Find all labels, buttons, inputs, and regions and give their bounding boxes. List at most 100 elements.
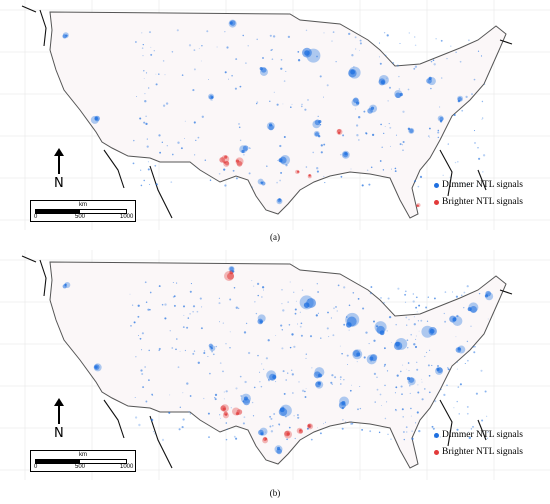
brighter-signal-cluster	[223, 161, 226, 164]
ntl-speck	[369, 292, 372, 295]
brighter-signal-cluster	[337, 131, 341, 135]
ntl-speck	[486, 415, 488, 417]
ntl-speck	[456, 428, 459, 431]
ntl-speck	[245, 322, 248, 325]
ntl-speck	[204, 159, 207, 161]
ntl-speck	[182, 392, 184, 394]
ntl-speck	[164, 303, 167, 306]
ntl-speck	[252, 415, 255, 417]
ntl-speck	[418, 429, 421, 433]
ntl-speck	[132, 162, 135, 165]
ntl-speck	[358, 116, 361, 119]
dimmer-signal-cluster	[268, 123, 273, 127]
ntl-speck	[398, 75, 400, 78]
ntl-speck	[350, 423, 353, 425]
ntl-speck	[343, 379, 345, 381]
ntl-speck	[351, 423, 354, 425]
ntl-speck	[201, 45, 203, 47]
ntl-speck	[446, 384, 448, 386]
north-arrow	[54, 148, 64, 174]
dimmer-signal-cluster	[395, 92, 401, 99]
ntl-speck	[181, 74, 184, 76]
ntl-speck	[294, 308, 297, 311]
ntl-speck	[267, 339, 270, 342]
ntl-speck	[219, 414, 221, 416]
ntl-speck	[279, 144, 282, 148]
ntl-speck	[171, 51, 174, 53]
ntl-speck	[436, 364, 440, 368]
ntl-speck	[349, 389, 352, 392]
brighter-signal-cluster	[224, 155, 228, 159]
ntl-speck	[141, 349, 143, 351]
ntl-speck	[428, 391, 431, 394]
dimmer-signal-cluster	[65, 34, 68, 37]
ntl-speck	[408, 32, 410, 34]
ntl-speck	[432, 427, 435, 430]
ntl-speck	[354, 108, 357, 110]
ntl-speck	[472, 345, 475, 348]
ntl-speck	[225, 390, 228, 393]
ntl-speck	[467, 359, 469, 362]
ntl-speck	[134, 397, 136, 398]
ntl-speck	[459, 60, 462, 63]
north-label: N	[54, 176, 64, 191]
ntl-speck	[287, 372, 289, 374]
ntl-speck	[224, 184, 227, 187]
ntl-speck	[330, 317, 332, 319]
ntl-speck	[189, 413, 191, 415]
ntl-speck	[216, 46, 218, 48]
ntl-speck	[147, 308, 150, 311]
ntl-speck	[355, 124, 359, 127]
caption-b: (b)	[269, 488, 281, 498]
ntl-speck	[199, 297, 202, 300]
ntl-speck	[426, 320, 429, 322]
ntl-speck	[404, 293, 407, 296]
ntl-speck	[427, 296, 429, 298]
ntl-speck	[426, 351, 428, 353]
ntl-speck	[316, 170, 319, 173]
ntl-speck	[444, 320, 447, 323]
brighter-signal-cluster	[264, 437, 268, 441]
ntl-speck	[212, 353, 215, 356]
ntl-speck	[134, 416, 138, 419]
ntl-speck	[197, 136, 200, 139]
ntl-speck	[418, 304, 421, 307]
scale-tick-0: 0	[34, 464, 38, 470]
ntl-speck	[331, 383, 333, 385]
ntl-speck	[292, 392, 294, 394]
ntl-speck	[359, 39, 362, 42]
ntl-speck	[288, 426, 291, 429]
ntl-speck	[428, 374, 431, 377]
ntl-speck	[405, 316, 408, 319]
ntl-speck	[359, 349, 361, 351]
ntl-speck	[219, 417, 221, 419]
ntl-speck	[372, 320, 376, 323]
dimmer-signal-cluster	[395, 341, 400, 347]
ntl-speck	[248, 147, 251, 149]
ntl-speck	[145, 122, 148, 126]
ntl-speck	[138, 423, 141, 427]
legend-item-brighter: Brighter NTL signals	[434, 197, 523, 207]
ntl-speck	[402, 364, 404, 366]
ntl-speck	[415, 335, 417, 337]
ntl-speck	[278, 423, 281, 426]
ntl-speck	[227, 78, 230, 80]
ntl-speck	[410, 333, 412, 336]
ntl-speck	[447, 143, 449, 145]
ntl-speck	[294, 437, 296, 440]
ntl-speck	[437, 131, 440, 134]
ntl-speck	[386, 34, 389, 37]
ntl-speck	[142, 55, 144, 57]
ntl-speck	[453, 113, 456, 117]
scale-tick-1000: 1000	[120, 214, 134, 220]
dimmer-signal-cluster	[278, 158, 283, 163]
ntl-speck	[468, 436, 471, 440]
ntl-speck	[323, 32, 325, 34]
ntl-speck	[233, 286, 236, 289]
ntl-speck	[193, 49, 196, 51]
dimmer-signal-cluster	[379, 330, 385, 336]
ntl-speck	[379, 393, 382, 396]
ntl-speck	[279, 179, 281, 182]
ntl-speck	[425, 306, 428, 309]
ntl-speck	[451, 291, 454, 293]
